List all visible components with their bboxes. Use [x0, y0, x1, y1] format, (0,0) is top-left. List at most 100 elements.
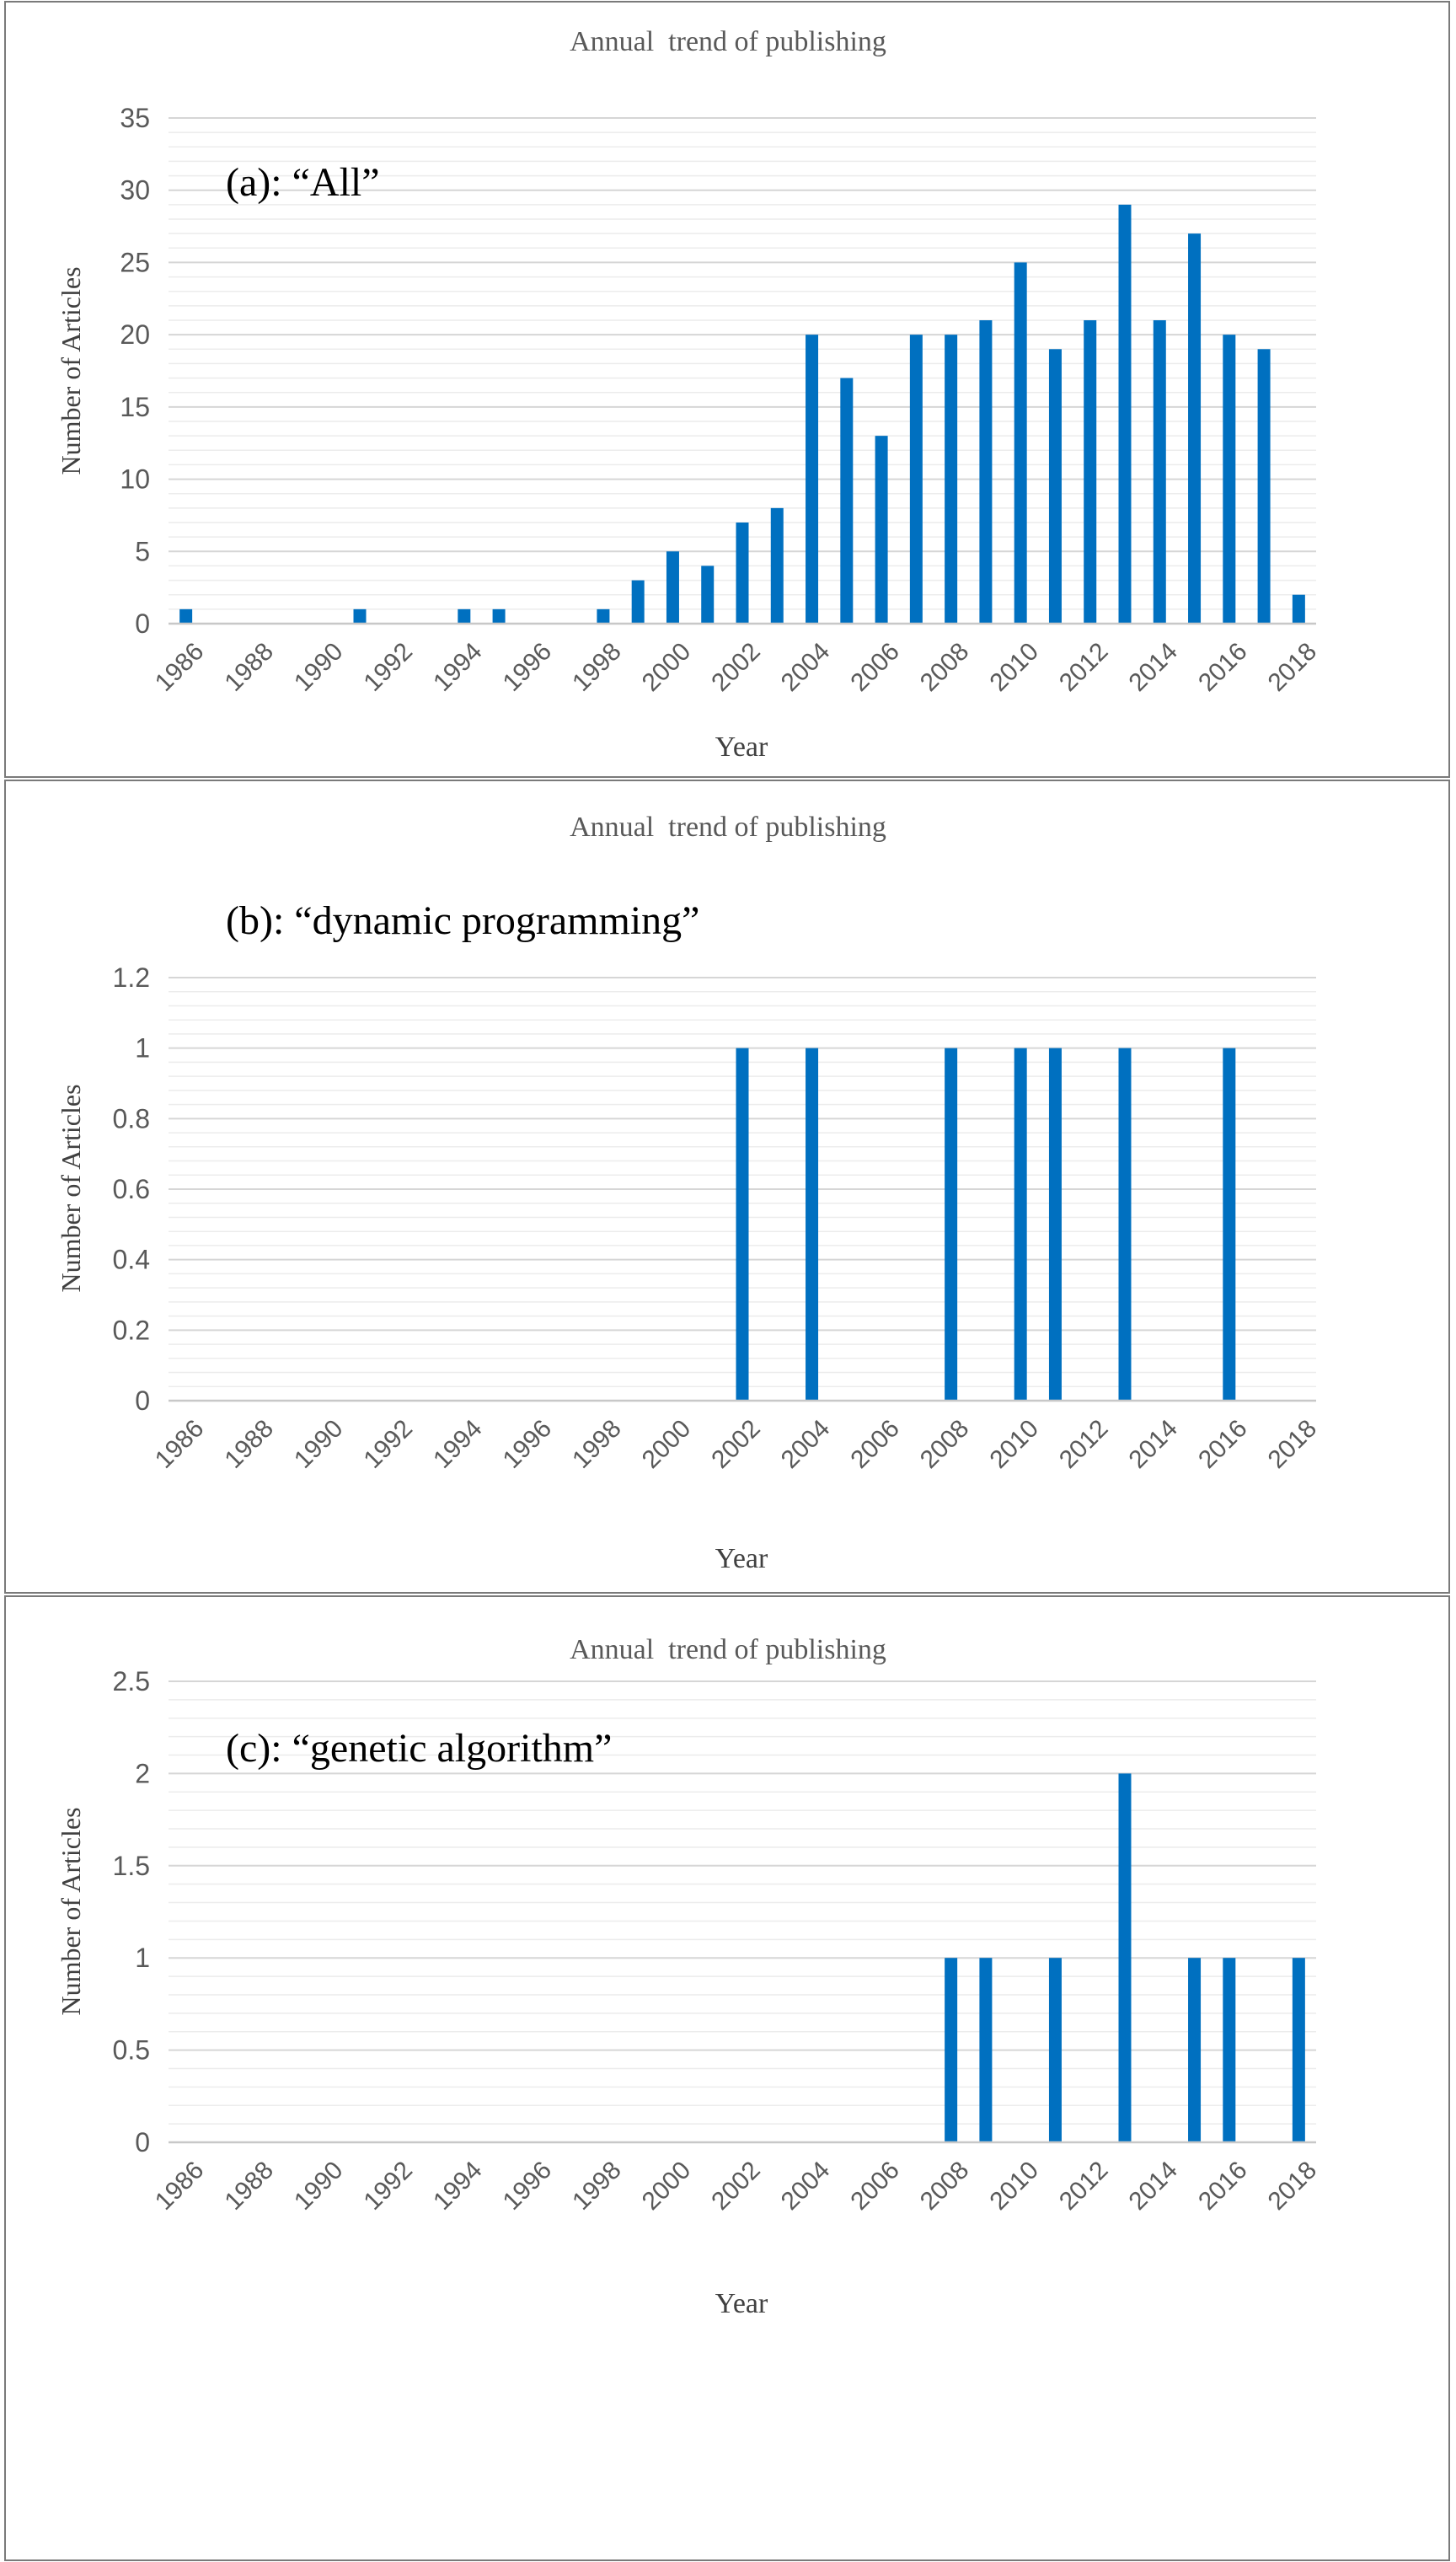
bar-1986[interactable]	[179, 608, 193, 624]
y-tick-label: 2	[135, 1758, 150, 1788]
x-tick-label: 1992	[359, 2156, 419, 2216]
bar-2014[interactable]	[1153, 320, 1166, 624]
bars	[736, 1048, 1236, 1401]
x-tick-label: 1996	[498, 2156, 558, 2216]
x-tick-label: 2004	[776, 2156, 836, 2216]
x-tick-label: 2018	[1263, 2156, 1323, 2216]
x-tick-label: 2004	[776, 637, 836, 697]
panel-border	[4, 780, 1450, 1594]
bar-2006[interactable]	[875, 436, 888, 624]
y-tick-label: 0	[135, 1386, 150, 1416]
bar-2015[interactable]	[1188, 233, 1202, 624]
x-tick-label: 1992	[359, 1414, 419, 1474]
x-axis-label: Year	[715, 1543, 768, 1574]
bar-2002[interactable]	[736, 1048, 749, 1401]
y-axis-label: Number of Articles	[56, 1084, 86, 1292]
bar-2004[interactable]	[806, 335, 819, 624]
bar-1999[interactable]	[631, 580, 645, 624]
bar-2008[interactable]	[945, 1958, 958, 2142]
x-tick-label: 2016	[1193, 2156, 1253, 2216]
y-axis-label: Number of Articles	[56, 1807, 86, 2015]
panel-annotation: (a): “All”	[226, 160, 380, 205]
bar-1995[interactable]	[492, 608, 506, 624]
bar-1994[interactable]	[458, 608, 471, 624]
bar-2008[interactable]	[945, 335, 958, 624]
x-tick-label: 2018	[1263, 1414, 1323, 1474]
bar-2015[interactable]	[1188, 1958, 1202, 2142]
bar-2009[interactable]	[979, 1958, 993, 2142]
bar-2017[interactable]	[1257, 349, 1271, 624]
x-tick-label: 2002	[706, 637, 766, 697]
bar-2004[interactable]	[806, 1048, 819, 1401]
x-tick-label: 1994	[428, 1414, 488, 1474]
x-tick-label: 1988	[219, 637, 279, 697]
bar-2011[interactable]	[1048, 1958, 1062, 2142]
x-tick-label: 2012	[1054, 637, 1114, 697]
bar-2007[interactable]	[909, 335, 923, 624]
x-tick-label: 1994	[428, 2156, 488, 2216]
y-tick-label: 1.5	[113, 1851, 150, 1881]
x-tick-label: 2000	[637, 1414, 697, 1474]
x-tick-label: 2010	[984, 2156, 1044, 2216]
y-tick-label: 35	[120, 103, 150, 133]
bar-1991[interactable]	[353, 608, 367, 624]
bar-2000[interactable]	[666, 551, 679, 624]
chart-panel-3: 0 0.5 1 1.5 2 2.5 1986 1988 1990 1992 1994 1996 1998…	[4, 1595, 1450, 2561]
y-tick-label: 1	[135, 1033, 150, 1064]
x-tick-label: 2008	[915, 2156, 975, 2216]
x-tick-label: 1986	[150, 2156, 210, 2216]
x-tick-label: 1998	[567, 1414, 627, 1474]
y-tick-label: 0.4	[113, 1245, 150, 1275]
x-tick-label: 1990	[289, 1414, 349, 1474]
bar-2001[interactable]	[701, 565, 715, 624]
y-tick-label: 10	[120, 464, 150, 495]
bar-2016[interactable]	[1223, 1958, 1236, 2142]
bar-2008[interactable]	[945, 1048, 958, 1401]
x-tick-label: 2002	[706, 1414, 766, 1474]
panel-border	[4, 1595, 1450, 2561]
bar-2009[interactable]	[979, 320, 993, 624]
x-tick-label: 1986	[150, 1414, 210, 1474]
bar-2016[interactable]	[1223, 1048, 1236, 1401]
x-tick-label: 2000	[637, 637, 697, 697]
bar-2013[interactable]	[1118, 1773, 1132, 2142]
y-tick-label: 0	[135, 608, 150, 639]
y-tick-label: 30	[120, 175, 150, 206]
bar-2016[interactable]	[1223, 335, 1236, 624]
x-tick-label: 1998	[567, 2156, 627, 2216]
x-tick-label: 2014	[1124, 2156, 1184, 2216]
x-tick-label: 2012	[1054, 2156, 1114, 2216]
y-tick-label: 0.6	[113, 1174, 150, 1204]
bar-2018[interactable]	[1292, 1958, 1305, 2142]
panel-annotation: (c): “genetic algorithm”	[226, 1726, 612, 1771]
bar-2012[interactable]	[1084, 320, 1097, 624]
x-tick-label: 1990	[289, 2156, 349, 2216]
chart-panel-1: 0 5 10 15 20 25 30 35 1986 1988 1990 1992 1994 1996 19…	[4, 1, 1450, 778]
bar-2013[interactable]	[1118, 1048, 1132, 1401]
bar-1998[interactable]	[597, 608, 610, 624]
bar-2011[interactable]	[1048, 1048, 1062, 1401]
panel-annotation: (b): “dynamic programming”	[226, 898, 699, 943]
y-tick-label: 2.5	[113, 1666, 150, 1696]
chart-title: Annual trend of publishing	[570, 1634, 886, 1665]
y-tick-label: 0.8	[113, 1103, 150, 1134]
bar-2010[interactable]	[1014, 262, 1027, 624]
bar-2013[interactable]	[1118, 204, 1132, 624]
x-tick-label: 2010	[984, 637, 1044, 697]
x-tick-label: 1986	[150, 637, 210, 697]
bar-2005[interactable]	[840, 378, 854, 624]
x-axis-label: Year	[715, 2288, 768, 2319]
bar-2002[interactable]	[736, 523, 749, 624]
x-tick-label: 1996	[498, 637, 558, 697]
x-tick-label: 2014	[1124, 637, 1184, 697]
bar-2011[interactable]	[1048, 349, 1062, 624]
x-tick-label: 1994	[428, 637, 488, 697]
y-tick-label: 1.2	[113, 962, 150, 993]
bar-2003[interactable]	[770, 507, 784, 624]
bar-2010[interactable]	[1014, 1048, 1027, 1401]
y-tick-label: 5	[135, 536, 150, 566]
x-tick-label: 1988	[219, 2156, 279, 2216]
bar-2018[interactable]	[1292, 594, 1305, 624]
